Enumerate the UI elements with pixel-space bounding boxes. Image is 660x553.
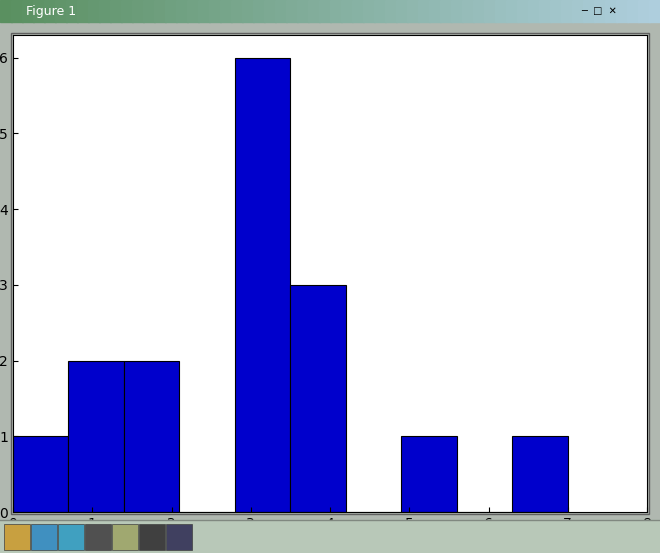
Bar [13, 436, 69, 512]
Bar [401, 436, 457, 512]
Bar [235, 58, 290, 512]
Text: ─  □  ✕: ─ □ ✕ [581, 6, 616, 16]
Bar [69, 361, 124, 512]
Text: Figure 1: Figure 1 [26, 4, 77, 18]
Bar [512, 436, 568, 512]
Bar [124, 361, 180, 512]
Bar [290, 285, 346, 512]
